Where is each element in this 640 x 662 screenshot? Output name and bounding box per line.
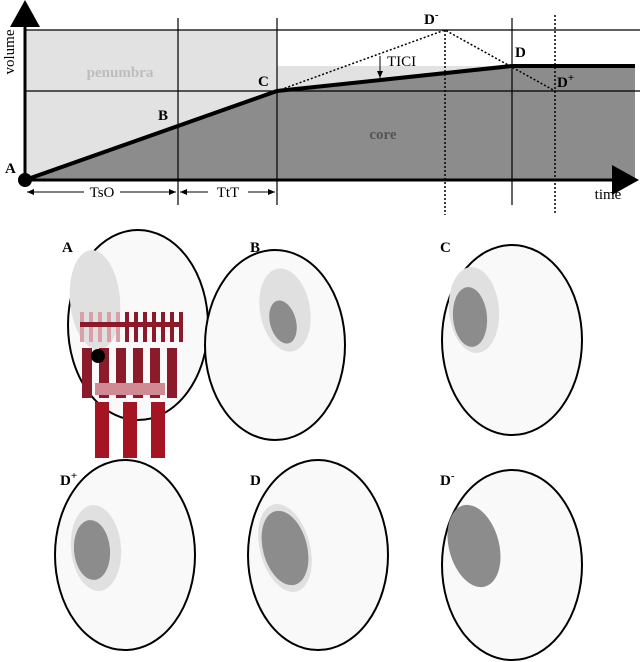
panel-letter: C (440, 240, 451, 256)
panel-label: C (440, 240, 451, 256)
panel-letter: D (250, 473, 261, 489)
panel-sup: - (451, 470, 455, 482)
point-label: D+ (557, 72, 574, 91)
device-leg (151, 402, 165, 458)
brain-outline (204, 249, 346, 441)
point-label: D- (424, 9, 439, 28)
panel-letter: D (440, 473, 451, 489)
point-label: B (158, 108, 168, 124)
point-a (18, 173, 32, 187)
panel-label: B (250, 240, 260, 256)
panel-letter: D (60, 473, 71, 489)
device-strut (99, 348, 109, 398)
core (261, 510, 309, 586)
device-bar (80, 322, 182, 327)
device-leg (95, 402, 109, 458)
core (269, 300, 297, 344)
core (447, 504, 501, 588)
ttt-label: TtT (217, 185, 240, 201)
panel-label: D+ (60, 470, 77, 489)
tso-label: TsO (90, 185, 115, 201)
penumbra-label: penumbra (87, 65, 154, 81)
device-strut (116, 348, 126, 398)
panel-label: D- (440, 470, 455, 489)
x-axis-label: time (595, 187, 622, 203)
core (73, 520, 111, 580)
brain-panels: A B CD+ D D- (54, 229, 583, 661)
panel-label: D (250, 473, 261, 489)
device-strut (167, 348, 177, 398)
dotted-lines (276, 15, 556, 215)
device-strut (82, 348, 92, 398)
panel-sup: + (71, 470, 77, 482)
device-strut (133, 348, 143, 398)
device-strut (150, 348, 160, 398)
core-label: core (369, 127, 397, 143)
device-leg (123, 402, 137, 458)
point-label: A (5, 161, 16, 177)
grid (25, 18, 640, 205)
y-axis-label: volume (2, 29, 18, 74)
panel-label: A (62, 240, 73, 256)
panel-letter: A (62, 240, 73, 256)
device-band (95, 383, 165, 395)
panel-letter: B (250, 240, 260, 256)
device-tip (91, 349, 105, 363)
core (452, 287, 488, 347)
time-graph: volume time penumbra core TICI TsO TtT A… (2, 0, 640, 215)
point-label: C (258, 74, 269, 90)
point-label: D (515, 45, 526, 61)
volume-curve (24, 64, 635, 182)
tici-label: TICI (387, 54, 416, 70)
